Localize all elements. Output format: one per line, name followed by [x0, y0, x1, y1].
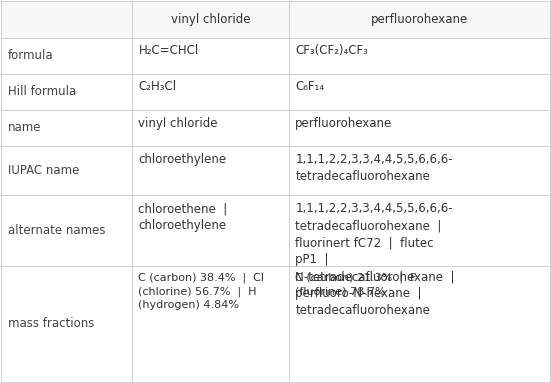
Bar: [2, 2, 549, 38]
Text: chloroethylene: chloroethylene: [138, 153, 226, 166]
Text: C (carbon) 21.3%  |  F
(fluorine) 78.7%: C (carbon) 21.3% | F (fluorine) 78.7%: [295, 272, 417, 296]
Text: C (carbon) 38.4%  |  Cl
(chlorine) 56.7%  |  H
(hydrogen) 4.84%: C (carbon) 38.4% | Cl (chlorine) 56.7% |…: [138, 272, 264, 310]
Text: chloroethene  |
chloroethylene: chloroethene | chloroethylene: [138, 202, 228, 232]
Text: IUPAC name: IUPAC name: [8, 164, 79, 177]
Text: perfluorohexane: perfluorohexane: [370, 13, 468, 26]
Text: perfluorohexane: perfluorohexane: [295, 116, 392, 129]
Text: Hill formula: Hill formula: [8, 85, 76, 98]
Text: mass fractions: mass fractions: [8, 317, 94, 330]
Text: vinyl chloride: vinyl chloride: [138, 116, 218, 129]
Text: vinyl chloride: vinyl chloride: [170, 13, 250, 26]
Text: C₂H₃Cl: C₂H₃Cl: [138, 80, 176, 93]
Text: 1,1,1,2,2,3,3,4,4,5,5,6,6,6-
tetradecafluorohexane: 1,1,1,2,2,3,3,4,4,5,5,6,6,6- tetradecafl…: [295, 153, 453, 183]
Text: C₆F₁₄: C₆F₁₄: [295, 80, 325, 93]
Text: H₂C=CHCl: H₂C=CHCl: [138, 44, 199, 57]
Text: 1,1,1,2,2,3,3,4,4,5,5,6,6,6-
tetradecafluorohexane  |
fluorinert fC72  |  flutec: 1,1,1,2,2,3,3,4,4,5,5,6,6,6- tetradecafl…: [295, 202, 455, 317]
Text: CF₃(CF₂)₄CF₃: CF₃(CF₂)₄CF₃: [295, 44, 368, 57]
Text: name: name: [8, 121, 41, 134]
Text: alternate names: alternate names: [8, 224, 105, 237]
Text: formula: formula: [8, 49, 53, 62]
